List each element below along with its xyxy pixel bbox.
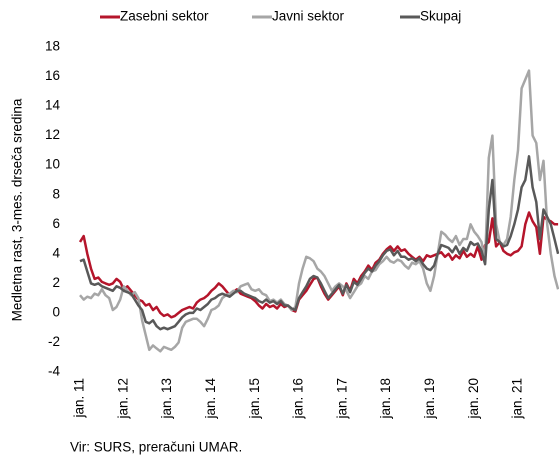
x-tick-label: jan. 18: [378, 378, 393, 420]
y-tick-label: 0: [52, 304, 60, 319]
y-axis-label: Medletna rast, 3-mes. drseča sredina: [10, 98, 25, 321]
source-note: Vir: SURS, preračuni UMAR.: [70, 440, 242, 455]
x-tick-label: jan. 21: [510, 378, 525, 420]
y-tick-label: 14: [45, 98, 61, 113]
legend-label: Skupaj: [420, 9, 461, 24]
x-tick-label: jan. 11: [72, 378, 87, 419]
x-tick-label: jan. 15: [247, 378, 262, 420]
legend-label: Zasebni sektor: [120, 9, 209, 24]
x-tick-label: jan. 13: [159, 378, 174, 420]
y-tick-label: 8: [52, 186, 60, 201]
y-tick-label: 6: [52, 216, 60, 231]
y-tick-label: 4: [52, 245, 60, 260]
y-tick-label: 12: [45, 127, 60, 142]
y-tick-label: -4: [48, 364, 60, 379]
y-tick-label: -2: [48, 334, 60, 349]
y-tick-label: 16: [45, 68, 60, 83]
y-tick-label: 10: [45, 157, 60, 172]
y-tick-label: 2: [52, 275, 60, 290]
line-series: [79, 69, 559, 353]
x-tick-label: jan. 19: [422, 378, 437, 420]
legend-label: Javni sektor: [272, 9, 345, 24]
x-tick-label: jan. 12: [115, 378, 130, 420]
x-tick-label: jan. 17: [334, 378, 349, 420]
x-tick-label: jan. 14: [203, 378, 218, 420]
x-tick-label: jan. 20: [466, 378, 481, 420]
y-tick-label: 18: [45, 39, 60, 54]
line-series: [79, 155, 559, 331]
x-tick-label: jan. 16: [291, 378, 306, 420]
